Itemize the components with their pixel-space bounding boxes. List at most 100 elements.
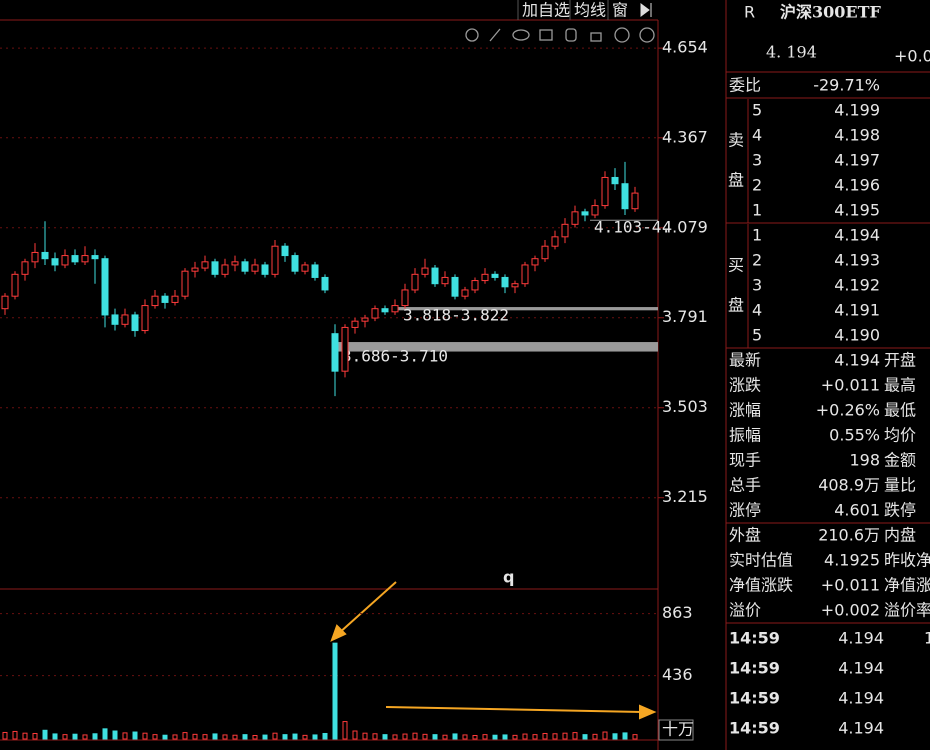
volume-bar [602, 731, 608, 740]
level-price: 4.192 [834, 276, 880, 295]
candle-body [511, 283, 519, 288]
volume-bar [582, 734, 588, 740]
order-ratio-value: -29.71% [813, 76, 880, 95]
volume-bar [312, 734, 318, 740]
candle-body [421, 267, 429, 275]
sell-label: 卖 [728, 131, 744, 150]
level: 2 [752, 176, 762, 195]
level: 2 [752, 251, 762, 270]
toolbar-button[interactable]: 加自选 [522, 1, 570, 20]
toolbar-button[interactable]: 窗 [612, 1, 628, 20]
stat-label: 现手 [729, 451, 761, 470]
volume-bar [332, 642, 338, 740]
volume-bar [612, 733, 618, 740]
candle-body [101, 258, 109, 316]
volume-bar [102, 728, 108, 740]
candle-body [131, 314, 139, 332]
stat-value: +0.011 [821, 376, 880, 395]
volume-bar [52, 733, 58, 740]
volume-bar [452, 733, 458, 740]
level-price: 4.193 [834, 251, 880, 270]
level: 5 [752, 101, 762, 120]
badge: R [744, 3, 755, 22]
candle-body [451, 276, 459, 297]
candle-body [311, 264, 319, 278]
arrow-head [639, 704, 657, 720]
candle-body [361, 317, 369, 322]
candle-body [261, 264, 269, 275]
candle-body [1, 295, 9, 310]
stat-value: 4.1925 [824, 551, 880, 570]
sell-label: 盘 [728, 171, 744, 190]
stat-label: 溢价率 [884, 601, 930, 620]
candle-body [171, 295, 179, 303]
volume-bar [12, 730, 18, 740]
stat-label: 昨收净值 [884, 551, 930, 570]
icon-lock[interactable] [590, 32, 602, 42]
trade-time: 14:59 [729, 629, 780, 648]
volume-bar [192, 733, 198, 740]
volume-bar [262, 734, 268, 740]
volume-unit: 十万 [662, 720, 694, 739]
volume-tick-label: 436 [662, 665, 693, 684]
level: 4 [752, 301, 762, 320]
volume-bar [282, 734, 288, 740]
candle-body [341, 326, 349, 372]
security-name: 沪深300ETF [780, 3, 882, 22]
stat-label: 净值涨跌 [729, 576, 793, 595]
volume-bar [422, 733, 428, 740]
candle-body [351, 320, 359, 328]
icon-zoom-out[interactable] [639, 27, 655, 43]
candle-body [231, 261, 239, 266]
candle-body [41, 251, 49, 260]
volume-bar [502, 734, 508, 740]
icon-expand[interactable] [640, 3, 652, 17]
stat-value: 4.194 [834, 351, 880, 370]
buy-label: 盘 [728, 296, 744, 315]
volume-bar [532, 734, 538, 740]
stat-label: 最低 [884, 401, 916, 420]
price-tick-label: 3.215 [662, 487, 708, 506]
stat-value: 408.9万 [818, 476, 880, 495]
candle-body [551, 236, 559, 247]
price-tick-label: 4.079 [662, 217, 708, 236]
icon-zoom-in[interactable] [614, 27, 630, 43]
candle-body [151, 295, 159, 307]
volume-bar [22, 732, 28, 740]
level-price: 4.196 [834, 176, 880, 195]
stat-label: 均价 [884, 426, 916, 445]
price-change: +0.0 [894, 47, 930, 66]
icon-box[interactable] [539, 29, 553, 41]
volume-bar [622, 732, 628, 740]
candle-body [81, 255, 89, 263]
icon-settings[interactable] [465, 28, 479, 42]
zone-label: 4.103-4. [594, 218, 671, 237]
candle-body [501, 276, 509, 288]
last-price: 4. 194 [766, 43, 817, 62]
stat-value: +0.011 [821, 576, 880, 595]
candle-body [31, 251, 39, 263]
icon-hand[interactable] [565, 28, 577, 42]
volume-bar [132, 731, 138, 740]
candle-body [481, 273, 489, 282]
candle-body [471, 280, 479, 291]
icon-eye[interactable] [512, 29, 530, 41]
trade-time: 14:59 [729, 719, 780, 738]
volume-bar [222, 734, 228, 740]
toolbar-button[interactable]: 均线 [574, 1, 606, 20]
icon-pen[interactable] [489, 28, 501, 42]
stat-label: 最高 [884, 376, 916, 395]
tool-icons[interactable] [465, 27, 655, 43]
candle-body [371, 308, 379, 319]
unit-box [658, 719, 694, 741]
candle-body [301, 264, 309, 272]
marker: q [503, 568, 514, 587]
volume-bar [72, 733, 78, 740]
trade-volume: 1 [924, 629, 930, 648]
candle-body [241, 261, 249, 272]
trade-price: 4.194 [838, 689, 884, 708]
stat-label: 溢价 [729, 601, 761, 620]
level-price: 4.191 [834, 301, 880, 320]
stat-label: 振幅 [729, 426, 761, 445]
